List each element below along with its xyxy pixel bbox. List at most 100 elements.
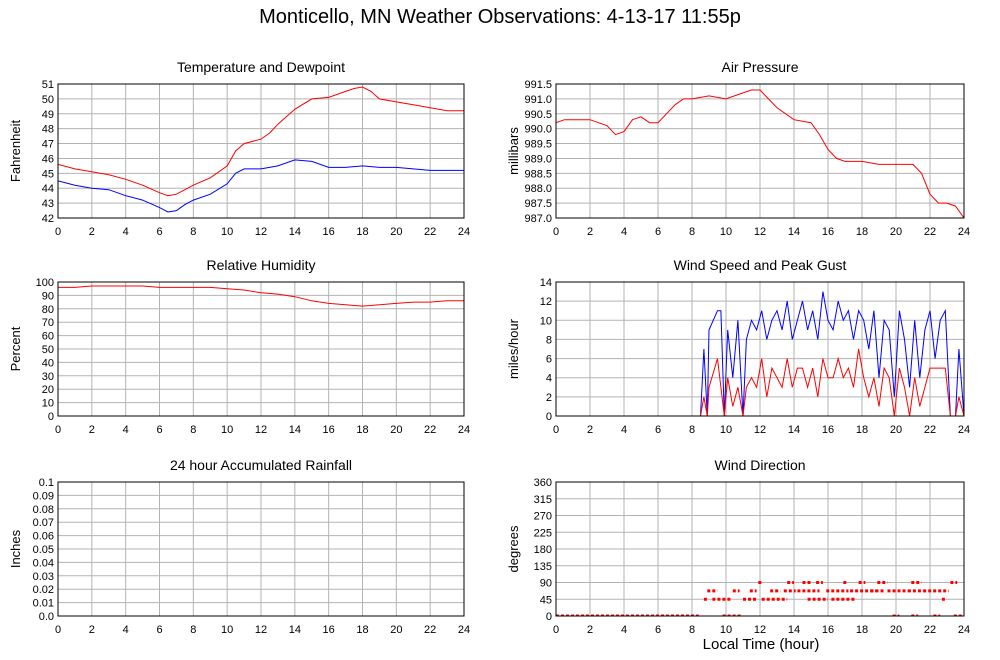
plot-frame (57, 83, 465, 219)
y-tick-label: 10 (540, 315, 552, 327)
x-tick-label: 20 (390, 226, 402, 238)
y-tick-label: 80 (42, 304, 54, 316)
plot-area (556, 581, 964, 616)
x-tick-label: 8 (689, 624, 695, 636)
x-tick-label: 16 (822, 424, 834, 436)
x-tick-label: 12 (255, 624, 267, 636)
y-tick-label: 42 (42, 213, 54, 225)
chart-title: Temperature and Dewpoint (177, 59, 345, 75)
x-tick-label: 0 (55, 226, 61, 238)
x-tick-label: 12 (754, 424, 766, 436)
x-tick-label: 20 (390, 424, 402, 436)
x-tick-label: 24 (958, 226, 970, 238)
y-tick-label: 14 (540, 277, 552, 289)
x-tick-label: 4 (621, 226, 627, 238)
x-tick-label: 18 (356, 424, 368, 436)
chart-humidity: Relative HumidityPercent0102030405060708… (8, 257, 470, 436)
y-tick-label: 0.07 (33, 517, 54, 529)
x-tick-label: 14 (788, 424, 800, 436)
chart-direction: Wind Directiondegrees0459013518022527031… (506, 457, 970, 636)
y-tick-label: 0.0 (39, 611, 54, 623)
x-tick-label: 12 (255, 226, 267, 238)
x-tick-label: 2 (587, 424, 593, 436)
x-tick-label: 10 (221, 226, 233, 238)
x-tick-label: 10 (720, 624, 732, 636)
x-tick-label: 20 (890, 424, 902, 436)
y-tick-label: 225 (534, 527, 552, 539)
x-tick-label: 0 (553, 424, 559, 436)
x-tick-label: 4 (123, 424, 129, 436)
y-tick-label: 50 (42, 344, 54, 356)
y-tick-label: 4 (546, 373, 552, 385)
x-tick-label: 8 (190, 226, 196, 238)
x-tick-label: 24 (958, 624, 970, 636)
plot-area (556, 89, 964, 218)
x-tick-label: 16 (822, 226, 834, 238)
y-tick-label: 40 (42, 357, 54, 369)
x-tick-label: 2 (89, 424, 95, 436)
y-tick-label: 6 (546, 354, 552, 366)
x-tick-label: 0 (553, 226, 559, 238)
series-line-red (58, 86, 464, 197)
plot-area (58, 285, 464, 307)
x-tick-label: 6 (156, 424, 162, 436)
y-tick-label: 988.0 (524, 183, 552, 195)
x-tick-label: 6 (655, 226, 661, 238)
plot-frame (57, 281, 465, 417)
x-tick-label: 20 (890, 624, 902, 636)
y-tick-label: 0.02 (33, 584, 54, 596)
plot-frame (555, 281, 965, 417)
plot-frame (555, 481, 965, 617)
y-tick-label: 2 (546, 392, 552, 404)
y-tick-label: 989.0 (524, 153, 552, 165)
y-tick-label: 988.5 (524, 168, 552, 180)
series-line-blue (556, 291, 964, 416)
x-tick-label: 22 (424, 624, 436, 636)
y-tick-label: 360 (534, 477, 552, 489)
x-tick-label: 8 (190, 624, 196, 636)
x-tick-label: 24 (458, 624, 470, 636)
y-tick-label: 0.03 (33, 571, 54, 583)
y-tick-label: 135 (534, 561, 552, 573)
x-tick-label: 4 (621, 424, 627, 436)
y-tick-label: 30 (42, 371, 54, 383)
y-tick-label: 991.5 (524, 79, 552, 91)
x-tick-label: 24 (958, 424, 970, 436)
x-tick-label: 4 (123, 226, 129, 238)
plot-area (556, 291, 964, 416)
x-tick-label: 10 (221, 624, 233, 636)
y-tick-label: 989.5 (524, 139, 552, 151)
x-tick-label: 12 (255, 424, 267, 436)
x-tick-label: 0 (553, 624, 559, 636)
x-tick-label: 8 (689, 226, 695, 238)
y-tick-label: 48 (42, 124, 54, 136)
x-tick-label: 18 (856, 424, 868, 436)
x-tick-label: 2 (89, 226, 95, 238)
y-axis-label: Fahrenheit (8, 120, 23, 183)
x-tick-label: 20 (890, 226, 902, 238)
y-axis-label: millibars (506, 127, 521, 175)
page-title: Monticello, MN Weather Observations: 4-1… (259, 6, 741, 28)
x-tick-label: 18 (856, 624, 868, 636)
plot-area (58, 86, 464, 213)
y-tick-label: 0.01 (33, 598, 54, 610)
y-tick-label: 51 (42, 79, 54, 91)
chart-title: Air Pressure (721, 59, 798, 75)
y-tick-label: 0.09 (33, 490, 54, 502)
x-tick-label: 10 (720, 226, 732, 238)
y-axis-label: Inches (8, 529, 23, 568)
y-tick-label: 45 (540, 594, 552, 606)
x-tick-label: 20 (390, 624, 402, 636)
x-tick-label: 16 (822, 624, 834, 636)
y-tick-label: 270 (534, 511, 552, 523)
plot-frame (555, 83, 965, 219)
x-tick-label: 24 (458, 424, 470, 436)
y-tick-label: 991.0 (524, 94, 552, 106)
x-tick-label: 6 (655, 424, 661, 436)
x-tick-label: 6 (655, 624, 661, 636)
x-tick-label: 14 (289, 624, 301, 636)
plot-frame (57, 481, 465, 617)
x-tick-label: 8 (689, 424, 695, 436)
x-tick-label: 2 (89, 624, 95, 636)
